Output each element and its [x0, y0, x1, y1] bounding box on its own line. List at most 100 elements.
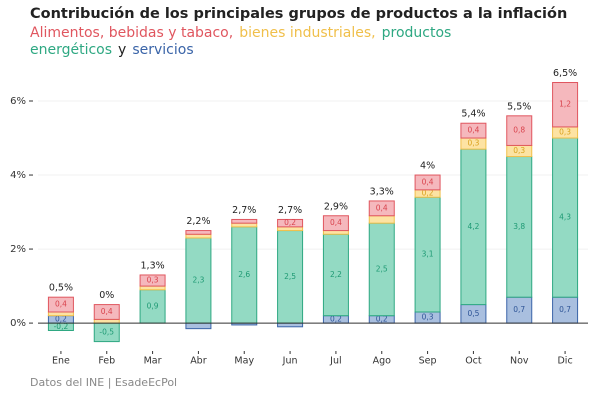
bar-segment — [185, 322, 212, 330]
x-tick-label: Feb — [98, 356, 115, 367]
bar-segment — [460, 122, 487, 139]
value-label: -0,2 — [54, 322, 69, 331]
bar-segment — [322, 230, 349, 235]
bar-segment — [322, 215, 349, 232]
value-label: 0,2 — [55, 314, 67, 323]
bar-segment — [506, 115, 533, 146]
bar-segment — [185, 233, 212, 239]
value-label: 0,9 — [147, 301, 159, 310]
value-label: 0,2 — [284, 218, 296, 227]
bar-segment — [277, 230, 304, 324]
bar-segment — [277, 322, 304, 328]
value-label: 0,4 — [422, 177, 434, 186]
value-label: 0,3 — [467, 139, 479, 148]
y-tick-label: 2% — [10, 244, 26, 255]
total-label: 1,3% — [141, 260, 165, 271]
bar-segment — [231, 222, 258, 228]
bar-segment — [414, 196, 441, 313]
x-tick-label: Sep — [419, 356, 437, 367]
bar-segment — [277, 218, 304, 228]
value-label: 2,5 — [376, 264, 388, 273]
bar-segment — [47, 296, 74, 313]
bar-segment — [322, 233, 349, 317]
legend-entry: productos energéticos — [30, 25, 452, 58]
value-label: 0,4 — [376, 203, 388, 212]
bar-segment — [277, 226, 304, 232]
legend: Alimentos, bebidas y tabaco, bienes indus… — [30, 25, 590, 59]
bar-segment — [93, 318, 120, 324]
value-label: 4,2 — [467, 222, 479, 231]
y-tick-label: 4% — [10, 170, 26, 181]
bar-segment — [460, 148, 487, 306]
value-label: 4,3 — [559, 213, 571, 222]
bar-segment — [93, 304, 120, 320]
x-tick-label: Abr — [190, 356, 207, 367]
x-tick-label: Jul — [329, 356, 341, 367]
value-label: 2,2 — [330, 270, 342, 279]
value-label: 2,5 — [284, 272, 296, 281]
x-tick-label: Oct — [465, 356, 482, 367]
x-tick-label: Ene — [52, 356, 70, 367]
bar-segment — [414, 174, 441, 191]
value-label: 0,3 — [147, 276, 159, 285]
total-label: 2,7% — [232, 205, 256, 216]
legend-entry: Alimentos, bebidas y tabaco, — [30, 25, 234, 41]
total-label: 2,7% — [278, 205, 302, 216]
value-label: 0,2 — [330, 314, 342, 323]
bar-segment — [368, 215, 395, 224]
value-label: 0,4 — [55, 300, 67, 309]
x-tick-label: Ago — [373, 356, 392, 367]
value-label: 0,2 — [376, 314, 388, 323]
value-label: 2,3 — [192, 276, 204, 285]
total-label: 0,5% — [49, 283, 73, 294]
bar-segment — [231, 218, 258, 224]
bar-segment — [185, 230, 212, 235]
value-label: 0,3 — [422, 313, 434, 322]
total-label: 5,5% — [507, 101, 531, 112]
x-tick-label: Nov — [510, 356, 529, 367]
value-label: 0,5 — [467, 309, 479, 318]
x-tick-label: Dic — [557, 356, 572, 367]
total-label: 2,9% — [324, 201, 348, 212]
y-tick-label: 0% — [10, 318, 26, 329]
x-tick-label: May — [234, 356, 254, 367]
bar-segment — [139, 289, 166, 324]
y-tick-label: 6% — [10, 96, 26, 107]
value-label: 1,2 — [559, 100, 571, 109]
value-label: 0,7 — [513, 305, 525, 314]
legend-entry: servicios — [132, 42, 194, 58]
value-label: 0,2 — [422, 189, 434, 198]
legend-conjunction: y — [118, 42, 127, 58]
total-label: 3,3% — [370, 186, 394, 197]
total-label: 5,4% — [461, 109, 485, 120]
total-label: 6,5% — [553, 68, 577, 79]
value-label: -0,5 — [99, 327, 114, 336]
value-label: 0,3 — [559, 127, 571, 136]
total-label: 4% — [420, 161, 435, 172]
total-label: 0% — [99, 290, 114, 301]
value-label: 0,4 — [330, 218, 342, 227]
value-label: 0,8 — [513, 126, 525, 135]
value-label: 0,4 — [101, 307, 113, 316]
bar-segment — [552, 296, 579, 324]
bar-segment — [47, 311, 74, 317]
value-label: 2,6 — [238, 270, 250, 279]
bar-segment — [139, 285, 166, 291]
chart: 0%2%4%6%0,2-0,20,40,5%Ene-0,50,40%Feb0,9… — [10, 68, 588, 367]
x-tick-label: Jun — [282, 356, 298, 367]
legend-entry: bienes industriales, — [239, 25, 376, 41]
bar-segment — [552, 82, 579, 128]
value-label: 0,4 — [467, 126, 479, 135]
total-label: 2,2% — [186, 216, 210, 227]
bar-segment — [231, 226, 258, 324]
caption: Datos del INE | EsadeEcPol — [30, 376, 178, 389]
header: Contribución de los principales grupos d… — [30, 6, 590, 59]
value-label: 3,8 — [513, 222, 525, 231]
value-label: 0,3 — [513, 146, 525, 155]
bar-segment — [368, 222, 395, 317]
chart-title: Contribución de los principales grupos d… — [30, 6, 568, 22]
bar-segment — [368, 200, 395, 217]
value-label: 0,7 — [559, 305, 571, 314]
x-tick-label: Mar — [144, 356, 162, 367]
